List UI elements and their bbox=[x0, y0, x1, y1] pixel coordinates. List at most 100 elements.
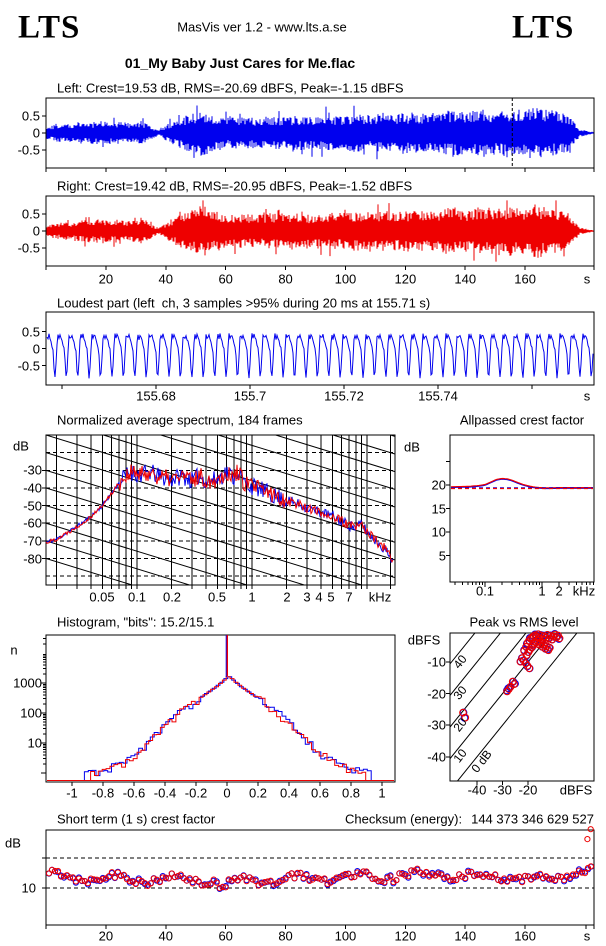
loudest-waveform-path bbox=[46, 332, 594, 379]
short-term-point-right bbox=[516, 873, 523, 880]
short-term-point-right bbox=[459, 873, 466, 880]
short-term-point-right bbox=[120, 871, 128, 879]
short-term-point-right bbox=[486, 873, 493, 880]
short-term-point-right bbox=[509, 875, 517, 882]
short-term-point-right bbox=[237, 874, 244, 881]
short-term-point-right bbox=[270, 881, 277, 888]
wave-axes bbox=[42, 97, 595, 172]
short-term-point-right bbox=[399, 870, 406, 878]
short-term-point-right bbox=[222, 884, 229, 891]
short-term-point-right bbox=[216, 885, 223, 892]
peak-rms-point-right bbox=[461, 713, 470, 722]
short-term-point-right bbox=[561, 877, 568, 884]
short-term-point-right bbox=[339, 872, 346, 879]
short-term-point-right bbox=[312, 874, 319, 881]
short-term-point-right bbox=[105, 873, 113, 880]
spectrum-diagonals bbox=[46, 435, 395, 585]
short-term-point-right bbox=[132, 880, 139, 888]
short-term-point-right bbox=[258, 880, 265, 887]
short-term-point-right bbox=[378, 878, 385, 885]
short-term-point-right bbox=[435, 870, 442, 877]
peak-rms-point-right bbox=[555, 634, 564, 643]
short-term-point-right bbox=[507, 875, 514, 882]
short-term-point-right bbox=[57, 873, 65, 880]
short-term-point-right bbox=[51, 867, 59, 875]
short-term-point-right bbox=[408, 867, 415, 874]
peak-rms-point-right bbox=[525, 664, 534, 673]
short-term-point-right bbox=[54, 867, 62, 875]
short-term-point-right bbox=[285, 871, 292, 879]
short-term-point-right bbox=[447, 877, 454, 884]
short-term-point-right bbox=[474, 872, 481, 879]
short-term-point-right bbox=[66, 874, 74, 881]
short-term-point-right bbox=[369, 875, 376, 883]
short-term-point-right bbox=[159, 874, 166, 881]
short-term-point-right bbox=[578, 869, 586, 876]
short-term-point-right bbox=[465, 868, 472, 876]
short-term-point-right bbox=[174, 873, 181, 880]
short-term-axes bbox=[42, 829, 595, 929]
short-term-point-right bbox=[552, 877, 559, 884]
short-term-point-right bbox=[201, 882, 208, 889]
short-term-point-right bbox=[306, 877, 313, 885]
short-term-point-right bbox=[462, 875, 469, 882]
short-term-point-right bbox=[177, 871, 184, 878]
short-term-point-right bbox=[204, 881, 211, 888]
short-term-point-right bbox=[531, 873, 538, 880]
short-term-point-right bbox=[84, 880, 92, 887]
short-term-point-right bbox=[581, 870, 589, 877]
short-term-point-right bbox=[195, 878, 202, 885]
short-term-point-right bbox=[519, 879, 526, 886]
short-term-point-right bbox=[450, 876, 457, 884]
short-term-point-right bbox=[303, 872, 310, 879]
short-term-point-right bbox=[414, 865, 421, 872]
short-term-point-right bbox=[90, 876, 98, 883]
short-term-point-right bbox=[384, 874, 391, 882]
short-term-point-right bbox=[483, 871, 490, 878]
short-term-point-right bbox=[117, 872, 125, 880]
short-term-point-right bbox=[315, 875, 322, 882]
short-term-point-right bbox=[348, 874, 355, 881]
wave-axes bbox=[42, 195, 595, 270]
loudest-axes bbox=[42, 311, 595, 389]
short-term-point-right bbox=[147, 880, 154, 887]
short-term-point-right bbox=[405, 873, 412, 880]
short-term-point-right bbox=[345, 870, 352, 878]
short-term-point-right bbox=[366, 871, 373, 878]
short-term-point-right bbox=[267, 877, 274, 884]
short-term-point-right bbox=[351, 873, 358, 881]
short-term-point-right bbox=[587, 863, 595, 870]
peak-rms-point-right bbox=[520, 647, 529, 655]
short-term-point-right bbox=[540, 874, 547, 882]
short-term-point-right bbox=[150, 875, 157, 882]
short-term-point-right bbox=[324, 880, 331, 888]
short-term-point-right bbox=[584, 864, 592, 872]
short-term-point-right bbox=[261, 879, 268, 886]
short-term-point-right bbox=[546, 875, 553, 882]
short-term-point-right bbox=[126, 878, 133, 885]
short-term-point-right bbox=[99, 875, 107, 883]
short-term-point-right bbox=[375, 877, 382, 885]
short-term-point-right bbox=[393, 877, 400, 884]
short-term-point-right bbox=[441, 874, 448, 881]
right-waveform-path bbox=[46, 200, 594, 262]
short-term-point-right bbox=[291, 875, 298, 882]
short-term-point-right bbox=[198, 882, 205, 889]
short-term-point-right bbox=[219, 883, 226, 891]
short-term-point-right bbox=[513, 874, 520, 881]
short-term-point-right bbox=[96, 877, 104, 884]
allpass-right-curve bbox=[450, 477, 593, 489]
short-term-point-right bbox=[282, 876, 289, 883]
short-term-point-right bbox=[333, 874, 340, 881]
short-term-point-right bbox=[537, 870, 544, 878]
short-term-point-right bbox=[171, 874, 178, 881]
short-term-point-right bbox=[78, 877, 86, 884]
peak-rms-point-right bbox=[505, 685, 513, 694]
spectrum-grid bbox=[46, 435, 395, 589]
short-term-point-right bbox=[69, 874, 77, 881]
short-term-point-right bbox=[321, 875, 328, 882]
short-term-point-right bbox=[555, 873, 562, 880]
short-term-point-right bbox=[273, 880, 280, 887]
